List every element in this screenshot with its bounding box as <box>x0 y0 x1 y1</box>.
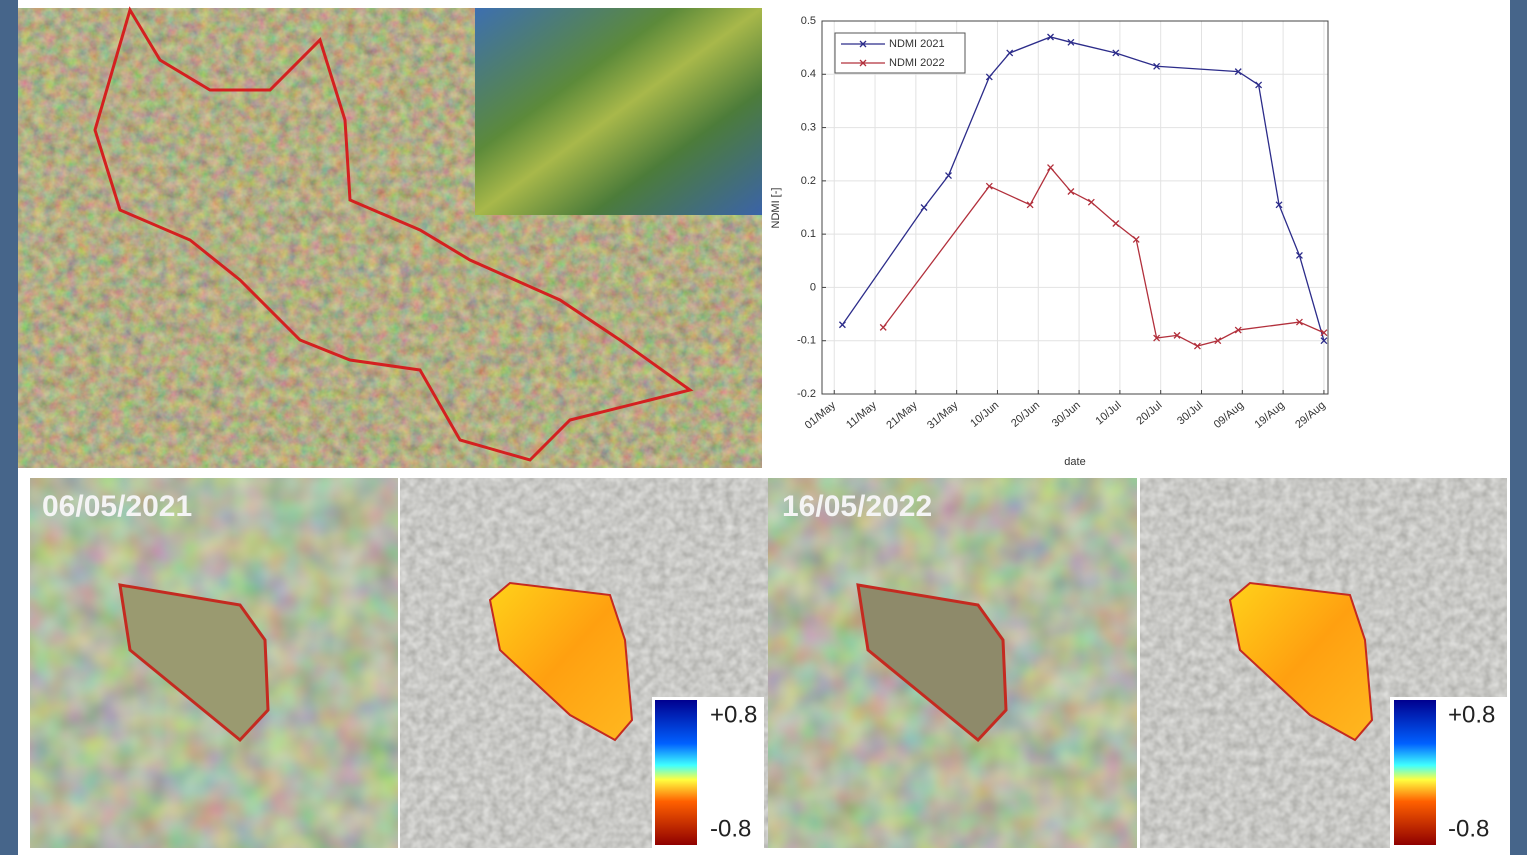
colorbar-min: -0.8 <box>1448 815 1489 842</box>
y-tick-label: 0.5 <box>801 15 816 27</box>
marker <box>985 73 993 81</box>
marker <box>1173 331 1181 339</box>
y-tick-label: 0.4 <box>801 68 816 80</box>
panel-label: 06/05/2021 <box>42 490 192 523</box>
y-axis-label: NDMI [-] <box>770 188 782 229</box>
colorbar <box>1394 700 1436 845</box>
colorbar-max: +0.8 <box>1448 701 1495 728</box>
legend-marker <box>859 40 867 48</box>
x-axis-label: date <box>1064 456 1085 468</box>
marker <box>1234 326 1242 334</box>
field-outline <box>118 583 270 743</box>
marker <box>1193 342 1201 350</box>
area-outline <box>93 6 694 462</box>
marker <box>1275 201 1283 209</box>
ndmi-field <box>488 581 634 742</box>
marker <box>1067 38 1075 46</box>
marker <box>1047 164 1054 171</box>
inset-map <box>475 8 762 215</box>
marker <box>1087 198 1095 206</box>
marker <box>1006 49 1014 57</box>
ndmi-field <box>1228 581 1374 742</box>
marker <box>1112 220 1120 227</box>
marker <box>1112 49 1120 57</box>
colorbar <box>655 700 697 845</box>
series-line <box>841 36 1325 341</box>
marker <box>1255 81 1263 89</box>
marker <box>1047 33 1054 41</box>
marker <box>879 323 887 331</box>
panel-label: 16/05/2022 <box>782 490 932 523</box>
marker <box>1067 188 1075 195</box>
y-tick-label: 0 <box>810 281 816 293</box>
marker <box>1153 62 1161 70</box>
legend-label: NDMI 2022 <box>889 57 945 69</box>
chart-background <box>762 0 1510 470</box>
y-tick-label: 0.3 <box>801 121 816 133</box>
frame-left <box>0 0 18 855</box>
marker <box>945 172 952 179</box>
marker <box>1214 337 1222 345</box>
legend-marker <box>859 59 867 67</box>
marker <box>1295 251 1303 259</box>
colorbar-min: -0.8 <box>710 815 751 842</box>
marker <box>1320 329 1328 337</box>
marker <box>985 182 993 190</box>
marker <box>1320 337 1328 345</box>
marker <box>1026 201 1034 209</box>
y-tick-label: 0.2 <box>801 175 816 187</box>
y-tick-label: -0.2 <box>797 388 816 400</box>
field-outline <box>856 583 1008 743</box>
frame-right <box>1510 0 1527 855</box>
marker <box>1234 68 1242 76</box>
plot-frame <box>821 20 1329 395</box>
marker <box>920 204 928 211</box>
marker <box>1153 334 1161 342</box>
colorbar-max: +0.8 <box>710 701 757 728</box>
y-tick-label: 0.1 <box>801 228 816 240</box>
marker <box>838 321 846 329</box>
marker <box>1132 236 1140 243</box>
y-tick-label: -0.1 <box>797 335 816 347</box>
legend-label: NDMI 2021 <box>889 38 945 50</box>
legend-box <box>834 32 966 74</box>
marker <box>1295 318 1303 326</box>
